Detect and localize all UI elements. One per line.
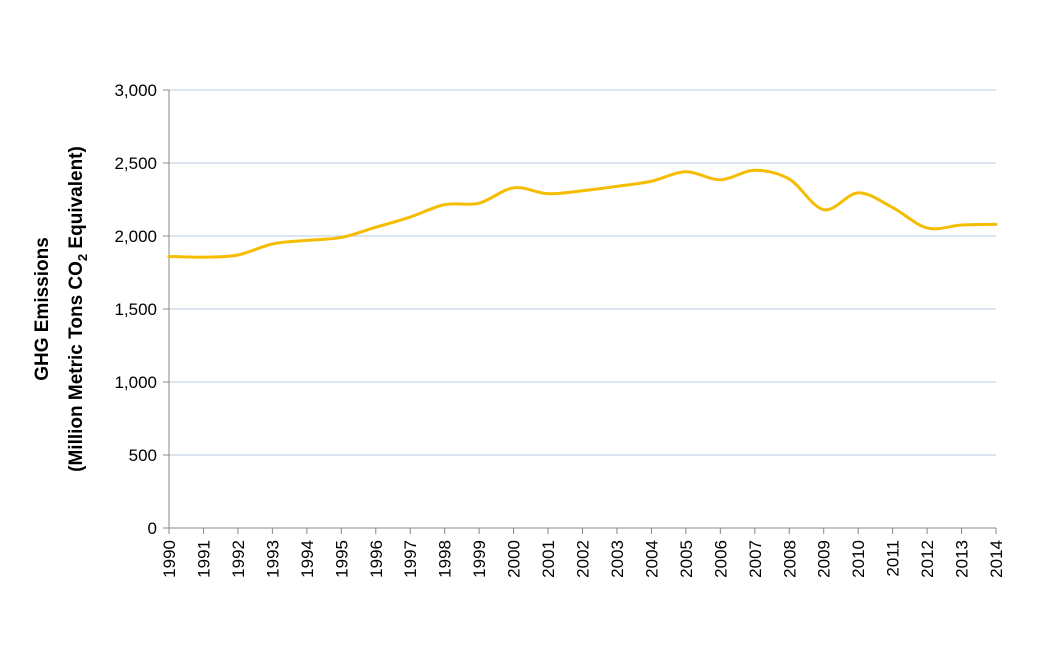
y-axis-title-suffix: Equivalent) [66,146,87,254]
x-tick-label: 2004 [642,540,661,578]
x-tick-labels: 1990 1991 1992 1993 1994 1995 1996 1997 1998 1999… [160,540,1006,578]
y-tick-labels: 0 500 1,000 1,500 2,000 2,500 3,000 [114,81,157,538]
axes [163,89,997,534]
x-tick-label: 1995 [332,540,351,578]
y-tick-label: 1,500 [114,300,157,319]
y-tick-label: 2,500 [114,154,157,173]
x-tick-label: 2014 [987,540,1006,578]
y-axis-title-units: (Million Metric Tons CO2 Equivalent) [66,146,90,472]
x-tick-label: 2009 [815,540,834,578]
x-tick-label: 1997 [401,540,420,578]
x-tick-label: 2011 [884,540,903,577]
x-tick-label: 2008 [780,540,799,578]
y-axis-title: GHG Emissions [32,237,53,381]
y-tick-label: 3,000 [114,81,157,100]
x-tick-label: 2012 [918,540,937,578]
y-axis-title-line2: (Million Metric Tons CO [66,261,87,472]
x-tick-label: 2010 [849,540,868,578]
x-tick-label: 2006 [711,540,730,578]
y-tick-label: 500 [129,446,157,465]
x-tick-label: 2007 [746,540,765,578]
y-axis-title-line1: GHG Emissions [32,237,53,381]
x-tick-label: 1999 [470,540,489,578]
y-axis-title-subscript: 2 [75,254,90,261]
x-tick-label: 1990 [160,540,179,578]
gridlines [169,89,996,456]
x-tick-label: 2003 [608,540,627,578]
series-line-ghg-emissions [167,168,998,259]
x-tick-label: 2001 [539,540,558,578]
x-tick-label: 2005 [677,540,696,578]
x-tick-label: 1998 [436,540,455,578]
x-tick-label: 1992 [229,540,248,578]
y-tick-label: 0 [148,519,157,538]
x-tick-label: 2013 [953,540,972,578]
series-lines [167,168,998,259]
y-tick-label: 1,000 [114,373,157,392]
x-tick-label: 1993 [263,540,282,578]
x-tick-label: 1996 [367,540,386,578]
x-tick-label: 2002 [574,540,593,578]
x-tick-label: 1994 [298,540,317,578]
y-tick-label: 2,000 [114,227,157,246]
x-tick-label: 2000 [505,540,524,578]
x-tick-label: 1991 [194,540,213,578]
